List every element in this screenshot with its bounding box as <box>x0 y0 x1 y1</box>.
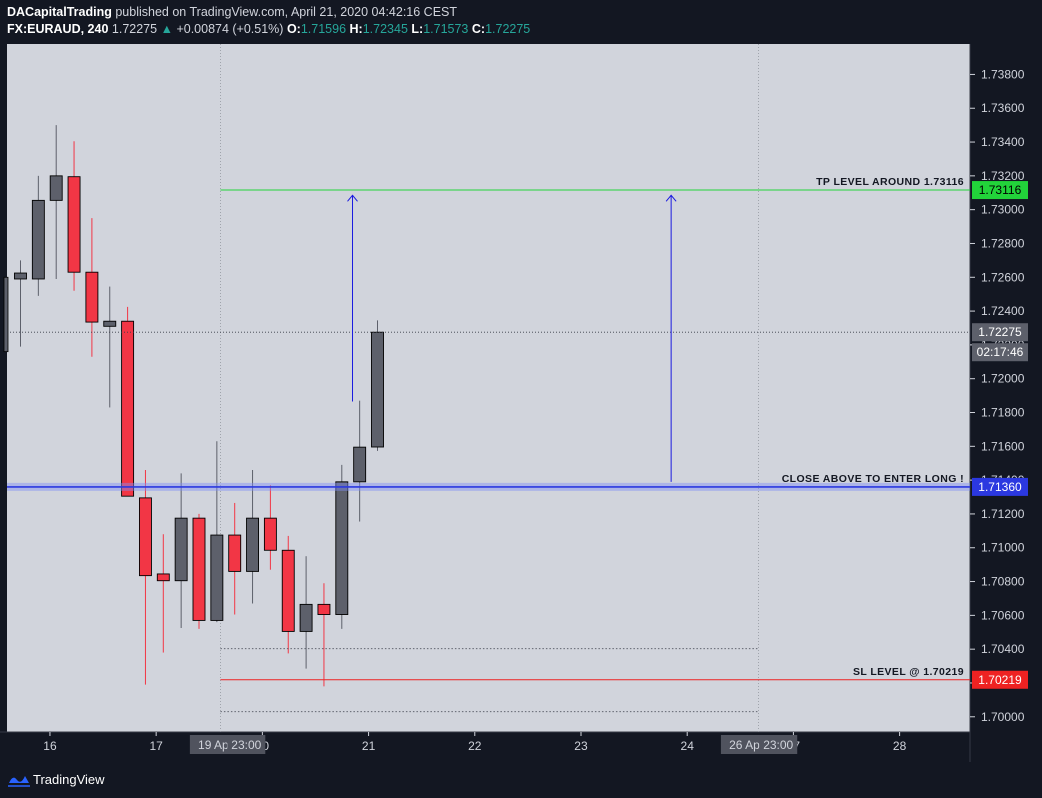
candle-body <box>371 331 384 448</box>
candle-body <box>138 497 152 577</box>
entry-level-label: CLOSE ABOVE TO ENTER LONG ! <box>782 473 964 485</box>
price-tick-label: 1.71800 <box>981 406 1025 420</box>
brand-name[interactable]: TradingView <box>33 772 105 787</box>
candle-body <box>67 176 81 273</box>
up-triangle-icon: ▲ <box>160 22 173 36</box>
partial-candle <box>3 276 9 353</box>
price-tick-label: 1.72600 <box>981 270 1025 284</box>
time-tick-label: 17 <box>149 739 163 753</box>
sl-level-label: SL LEVEL @ 1.70219 <box>853 666 964 678</box>
price-tick-label: 1.72400 <box>981 304 1025 318</box>
price-tags: 1.73116 1.71360 1.70219 1.72275 02:17:46 <box>972 181 1028 689</box>
candle-body <box>335 481 349 615</box>
open-value: 1.71596 <box>300 22 347 36</box>
footer: TradingView <box>0 762 1042 798</box>
plot-area[interactable] <box>7 44 970 732</box>
tp-level-label: TP LEVEL AROUND 1.73116 <box>816 176 964 188</box>
candles <box>3 125 384 687</box>
target-arrows <box>347 194 677 482</box>
price-tick-label: 1.70000 <box>981 710 1025 724</box>
price-tick-label: 1.70600 <box>981 608 1025 622</box>
price-tick-label: 1.71000 <box>981 541 1025 555</box>
entry-price-tag-bg <box>972 477 1028 496</box>
price-tick-label: 1.73200 <box>981 169 1025 183</box>
current-price-tag-bg <box>972 323 1028 342</box>
close-value: 1.72275 <box>485 22 531 36</box>
tp-price-tag: 1.73116 <box>979 183 1022 197</box>
countdown-tag: 02:17:46 <box>977 345 1024 359</box>
time-tick-label: 23 <box>574 739 588 753</box>
candle-body <box>156 573 170 582</box>
candle-body <box>192 517 206 621</box>
publish-text: published on TradingView.com, April 21, … <box>115 5 458 19</box>
price-chart[interactable]: TP LEVEL AROUND 1.73116 CLOSE ABOVE TO EN… <box>0 44 1042 762</box>
candle-body <box>31 199 45 280</box>
price-tick-label: 1.70400 <box>981 642 1025 656</box>
high-value: 1.72345 <box>362 22 408 36</box>
price-tick-label: 1.72800 <box>981 236 1025 250</box>
author-name[interactable]: DACapitalTrading <box>7 5 112 19</box>
entry-price-tag: 1.71360 <box>978 480 1022 494</box>
last-price: 1.72275 <box>111 22 158 36</box>
price-axis[interactable] <box>970 44 1042 762</box>
candle-body <box>317 603 331 615</box>
low-label: L: <box>411 22 424 36</box>
high-label: H: <box>349 22 363 36</box>
time-tick-label: 16 <box>43 739 57 753</box>
candle-body <box>299 603 313 632</box>
low-value: 1.71573 <box>423 22 469 36</box>
time-range-label: 23:00 <box>763 738 793 752</box>
candle-body <box>85 271 99 323</box>
open-label: O: <box>286 22 301 36</box>
price-tick-label: 1.71600 <box>981 439 1025 453</box>
ohlc-legend: FX:EURAUD, 240 1.72275 ▲ +0.00874 (+0.51… <box>7 22 530 36</box>
time-range-label-bg <box>759 735 798 754</box>
candle-body <box>174 517 188 582</box>
price-tick-label: 1.73600 <box>981 101 1025 115</box>
arrow-head <box>665 194 677 202</box>
close-label: C: <box>471 22 486 36</box>
sl-price-tag: 1.70219 <box>978 673 1022 687</box>
time-tick-label: 24 <box>681 739 695 753</box>
candle-body <box>353 446 367 483</box>
countdown-tag-bg <box>972 343 1028 362</box>
price-tick-label: 1.70800 <box>981 575 1025 589</box>
current-price-tag: 1.72275 <box>978 325 1022 339</box>
tradingview-logo-icon[interactable] <box>8 771 30 787</box>
time-tick-label: 21 <box>362 739 376 753</box>
time-range-label-bg <box>227 735 266 754</box>
candle-body <box>281 549 295 632</box>
candle-body <box>246 517 260 572</box>
candle-body <box>103 320 117 327</box>
sl-price-tag-bg <box>972 670 1028 689</box>
candle-body <box>210 534 224 621</box>
candle-body <box>263 517 277 551</box>
time-tick-label: 28 <box>893 739 907 753</box>
price-tick-label: 1.73000 <box>981 203 1025 217</box>
chart-header: DACapitalTrading published on TradingVie… <box>0 0 1042 44</box>
candle-body <box>49 175 63 201</box>
candle-body <box>14 272 27 280</box>
price-change: +0.00874 (+0.51%) <box>176 22 284 36</box>
price-tick-label: 1.71200 <box>981 507 1025 521</box>
publish-info: DACapitalTrading published on TradingVie… <box>7 5 457 19</box>
candle-body <box>121 320 135 497</box>
horizontal-levels: TP LEVEL AROUND 1.73116 CLOSE ABOVE TO EN… <box>7 176 970 713</box>
time-tick-label: 22 <box>468 739 482 753</box>
candle-body <box>228 534 242 572</box>
arrow-head <box>347 194 358 202</box>
time-axis[interactable] <box>0 732 970 762</box>
price-tick-label: 1.73400 <box>981 135 1025 149</box>
tp-price-tag-bg <box>972 181 1028 200</box>
time-range-label: 23:00 <box>231 738 261 752</box>
price-tick-label: 1.72000 <box>981 372 1025 386</box>
symbol-label[interactable]: FX:EURAUD, 240 <box>7 22 109 36</box>
price-tick-label: 1.73800 <box>981 67 1025 81</box>
